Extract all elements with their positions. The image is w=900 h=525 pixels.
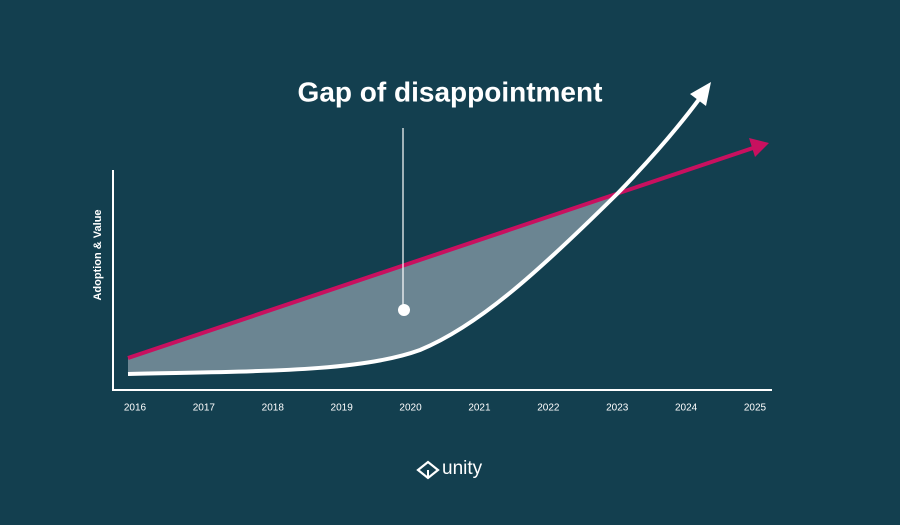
x-axis-label: 2017 bbox=[193, 403, 216, 414]
reality-curve bbox=[127, 96, 702, 376]
x-axis-label: 2016 bbox=[124, 403, 147, 414]
expectation-line bbox=[127, 145, 757, 360]
title: Gap of disappointment bbox=[298, 76, 603, 107]
x-axis-label: 2019 bbox=[331, 403, 354, 414]
logo-text: unity bbox=[442, 458, 483, 479]
x-axis-label: 2025 bbox=[744, 403, 767, 414]
y-axis-label: Adoption & Value bbox=[92, 209, 104, 300]
x-axis-label: 2021 bbox=[468, 403, 491, 414]
reality-arrowhead bbox=[690, 82, 711, 106]
pointer-dot bbox=[398, 304, 410, 316]
x-axis-label: 2020 bbox=[399, 403, 422, 414]
x-axis-label: 2022 bbox=[537, 403, 560, 414]
x-axis-label: 2024 bbox=[675, 403, 698, 414]
gap-area bbox=[128, 194, 617, 374]
x-axis-label: 2023 bbox=[606, 403, 629, 414]
expectation-arrowhead bbox=[749, 138, 769, 157]
x-axis-labels: 2016 2017 2018 2019 2020 2021 2022 2023 2024 2025 bbox=[124, 403, 767, 414]
logo-icon bbox=[416, 460, 440, 480]
x-axis-label: 2018 bbox=[262, 403, 285, 414]
